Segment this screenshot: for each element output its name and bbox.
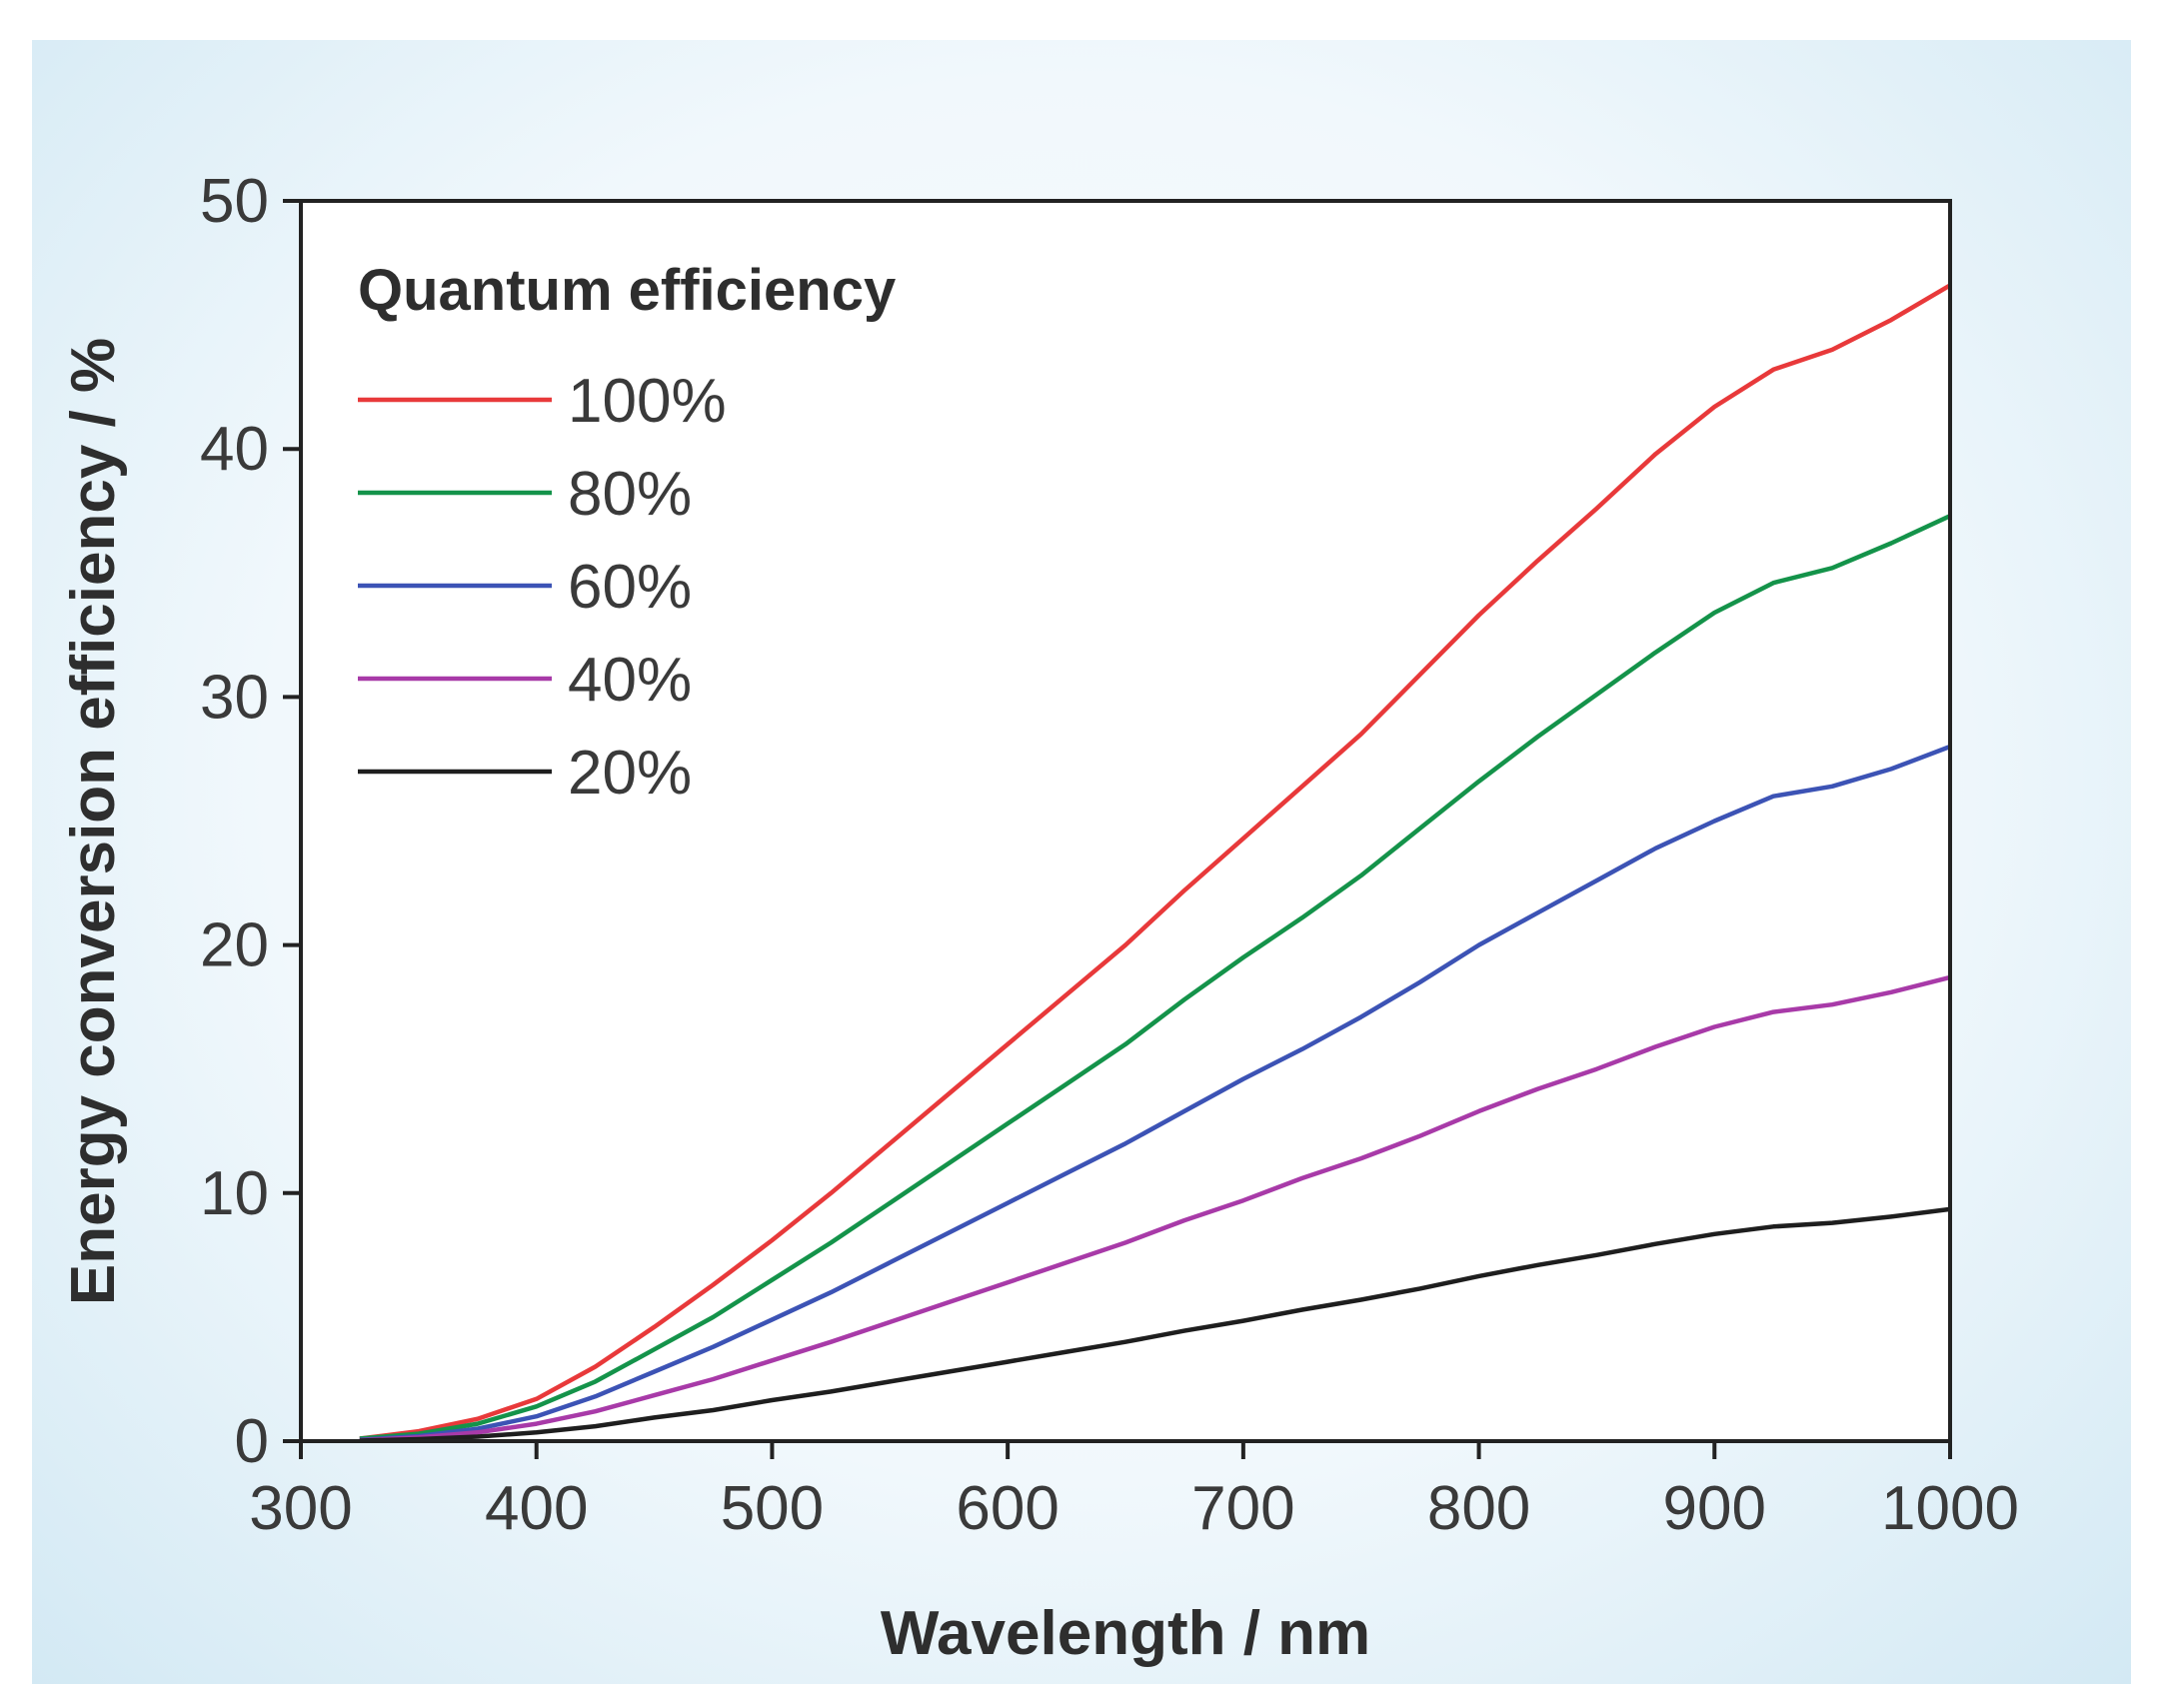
plot-area bbox=[301, 201, 1950, 1441]
x-tick-label: 700 bbox=[1191, 1474, 1294, 1543]
x-tick-label: 300 bbox=[249, 1474, 352, 1543]
figure-background: 0 10 20 30 40 50 300 400 500 600 700 800 900 1000 Wa… bbox=[32, 40, 2131, 1684]
legend-label: 20% bbox=[568, 739, 692, 808]
legend-title: Quantum efficiency bbox=[358, 258, 896, 323]
y-tick-label: 30 bbox=[200, 663, 269, 732]
series-line-80pct bbox=[359, 514, 1951, 1441]
x-tick-label: 400 bbox=[485, 1474, 588, 1543]
series-line-60pct bbox=[359, 744, 1951, 1443]
series-line-20pct bbox=[359, 1206, 1951, 1443]
series-line-100pct bbox=[359, 283, 1952, 1441]
legend-label: 60% bbox=[568, 553, 692, 622]
y-tick-label: 50 bbox=[200, 167, 269, 236]
x-tick-label: 1000 bbox=[1881, 1474, 2019, 1543]
series-line-40pct bbox=[359, 974, 1951, 1443]
x-tick-label: 800 bbox=[1427, 1474, 1530, 1543]
y-tick-label: 10 bbox=[200, 1159, 269, 1228]
legend-label: 40% bbox=[568, 646, 692, 715]
x-tick-label: 600 bbox=[956, 1474, 1059, 1543]
line-chart: 0 10 20 30 40 50 300 400 500 600 700 800 900 1000 Wa… bbox=[59, 167, 2019, 1668]
y-tick-label: 0 bbox=[235, 1407, 269, 1476]
plot-frame bbox=[299, 199, 1952, 1443]
y-axis: 0 10 20 30 40 50 bbox=[200, 167, 301, 1476]
y-axis-title: Energy conversion efficiency / % bbox=[59, 338, 128, 1305]
legend-label: 100% bbox=[568, 367, 727, 436]
x-axis: 300 400 500 600 700 800 900 1000 bbox=[249, 1441, 2019, 1543]
series-layer bbox=[359, 283, 1952, 1443]
y-tick-label: 20 bbox=[200, 911, 269, 980]
legend-label: 80% bbox=[568, 460, 692, 529]
y-tick-label: 40 bbox=[200, 415, 269, 484]
legend-items: 100% 80% 60% 40% 20% bbox=[358, 367, 727, 808]
x-tick-label: 900 bbox=[1663, 1474, 1766, 1543]
legend: Quantum efficiency 100% 80% 60% 40% 20% bbox=[358, 258, 896, 808]
x-tick-label: 500 bbox=[721, 1474, 824, 1543]
x-axis-title: Wavelength / nm bbox=[881, 1599, 1370, 1668]
